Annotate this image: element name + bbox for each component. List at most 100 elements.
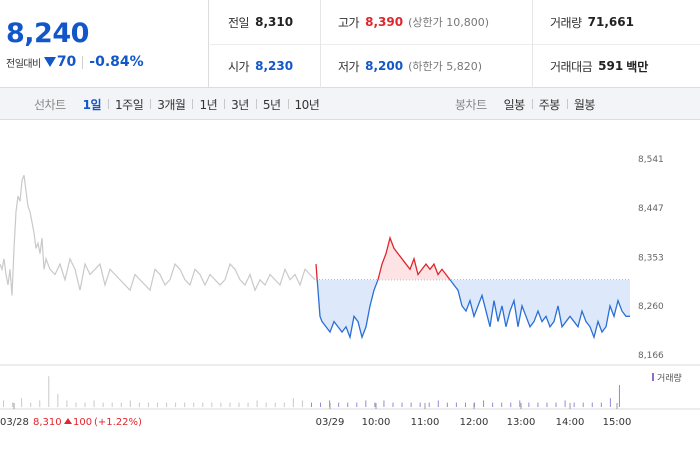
quote-summary: 8,240 전일대비 70 -0.84% 전일 8,310 고가 8,390 (… bbox=[0, 0, 700, 88]
volume-bar bbox=[356, 402, 358, 407]
tab-10y[interactable]: 10년 bbox=[287, 96, 327, 113]
prev-day-date: 03/28 bbox=[0, 417, 29, 428]
amount-label: 거래대금 bbox=[550, 59, 593, 74]
volume-legend-label: 거래량 bbox=[657, 372, 682, 384]
volume-bar bbox=[510, 402, 512, 407]
volume-bar bbox=[292, 398, 294, 407]
candle-chart-tabs: 봉차트 일봉 주봉 월봉 bbox=[455, 88, 602, 120]
up-arrow-icon bbox=[64, 418, 72, 424]
tab-1y[interactable]: 1년 bbox=[192, 96, 224, 113]
high-price: 고가 8,390 (상한가 10,800) bbox=[338, 0, 489, 44]
y-tick-label: 8,541 bbox=[638, 155, 664, 165]
volume-bar bbox=[3, 400, 4, 407]
x-tick-label: 10:00 bbox=[362, 417, 391, 428]
open-price: 시가 8,230 bbox=[228, 44, 293, 88]
lower-limit: (하한가 5,820) bbox=[408, 60, 482, 73]
volume-bar bbox=[582, 402, 584, 407]
volume-bar bbox=[537, 402, 539, 407]
open-value: 8,230 bbox=[255, 59, 294, 73]
tab-3m[interactable]: 3개월 bbox=[150, 96, 192, 113]
tab-5y[interactable]: 5년 bbox=[255, 96, 288, 113]
change-label: 전일대비 bbox=[6, 58, 41, 70]
divider bbox=[82, 55, 84, 69]
volume-bar bbox=[39, 400, 41, 407]
volume-bar bbox=[66, 400, 68, 407]
volume-bar bbox=[265, 402, 267, 407]
volume-bar bbox=[211, 402, 213, 407]
volume-bar bbox=[383, 400, 385, 407]
x-tick-label: 13:00 bbox=[507, 417, 536, 428]
tab-3y[interactable]: 3년 bbox=[224, 96, 256, 113]
divider bbox=[532, 0, 533, 88]
down-area bbox=[316, 279, 630, 338]
volume-bar bbox=[474, 402, 476, 407]
volume-bar bbox=[365, 400, 367, 407]
price-box: 8,240 전일대비 70 -0.84% bbox=[0, 0, 209, 88]
prev-day-change: 100 bbox=[73, 417, 92, 428]
volume-label: 거래량 bbox=[550, 15, 582, 30]
volume-bar bbox=[48, 376, 50, 407]
volume-bar bbox=[57, 393, 59, 407]
volume-bar bbox=[301, 400, 303, 407]
volume-bar bbox=[401, 402, 403, 407]
volume-bar bbox=[111, 402, 113, 407]
x-tick-label: 03/29 bbox=[316, 417, 345, 428]
volume-bar bbox=[310, 402, 312, 407]
y-tick-label: 8,260 bbox=[638, 302, 664, 312]
prev-close-label: 전일 bbox=[228, 15, 250, 30]
volume-bar bbox=[446, 402, 448, 407]
price-chart-svg: 8,541 8,447 8,353 8,260 8,166 거래량 03/29 10:00 11… bbox=[0, 155, 700, 428]
volume-bar bbox=[84, 402, 86, 407]
x-tick-label: 11:00 bbox=[411, 417, 440, 428]
volume-bar bbox=[202, 402, 204, 407]
volume-bar bbox=[374, 402, 376, 407]
volume-bar bbox=[564, 400, 566, 407]
prev-day-series-line bbox=[0, 174, 316, 296]
low-price: 저가 8,200 (하한가 5,820) bbox=[338, 44, 482, 88]
volume-bar bbox=[220, 402, 222, 407]
volume-bar bbox=[392, 402, 394, 407]
volume-bar bbox=[175, 402, 177, 407]
volume-bar bbox=[129, 400, 131, 407]
divider bbox=[210, 44, 700, 45]
change-value: 70 bbox=[56, 54, 77, 70]
down-arrow-icon bbox=[43, 57, 56, 67]
high-value: 8,390 bbox=[365, 15, 404, 29]
tab-monthly[interactable]: 월봉 bbox=[566, 96, 602, 113]
volume-bar bbox=[75, 402, 77, 407]
divider bbox=[320, 0, 321, 88]
amount-value: 591 bbox=[598, 59, 624, 73]
chart-period-tabs: 선차트 1일 1주일 3개월 1년 3년 5년 10년 봉차트 일봉 주봉 월봉 bbox=[0, 88, 700, 120]
volume-bar bbox=[166, 402, 168, 407]
open-label: 시가 bbox=[228, 59, 250, 74]
prev-day-close: 8,310 bbox=[33, 417, 62, 428]
volume-bar bbox=[156, 402, 158, 407]
line-chart-tabs: 선차트 1일 1주일 3개월 1년 3년 5년 10년 bbox=[34, 88, 326, 120]
tab-1w[interactable]: 1주일 bbox=[108, 96, 150, 113]
high-label: 고가 bbox=[338, 15, 360, 30]
tab-1d[interactable]: 1일 bbox=[82, 97, 102, 112]
quote-info-grid: 전일 8,310 고가 8,390 (상한가 10,800) 거래량 71,66… bbox=[210, 0, 700, 88]
volume-bar bbox=[419, 402, 421, 407]
volume-bar bbox=[483, 400, 485, 407]
volume-bar bbox=[193, 402, 195, 407]
volume-bar bbox=[600, 402, 602, 407]
current-price: 8,240 bbox=[6, 18, 89, 49]
tab-daily[interactable]: 일봉 bbox=[503, 97, 526, 112]
volume-bar bbox=[573, 402, 575, 407]
volume-bar bbox=[501, 402, 503, 407]
volume-bar bbox=[229, 402, 231, 407]
volume-bar bbox=[347, 402, 349, 407]
low-label: 저가 bbox=[338, 59, 360, 74]
volume-bar bbox=[519, 400, 521, 407]
volume-bar bbox=[492, 402, 494, 407]
volume-bar bbox=[591, 402, 593, 407]
x-tick-label: 15:00 bbox=[603, 417, 632, 428]
volume-bar bbox=[21, 398, 23, 407]
volume-bar bbox=[238, 402, 240, 407]
tab-weekly[interactable]: 주봉 bbox=[531, 96, 567, 113]
volume-bar bbox=[256, 400, 258, 407]
prev-close-value: 8,310 bbox=[255, 15, 294, 29]
y-tick-label: 8,447 bbox=[638, 204, 664, 214]
volume-bar bbox=[283, 402, 285, 407]
